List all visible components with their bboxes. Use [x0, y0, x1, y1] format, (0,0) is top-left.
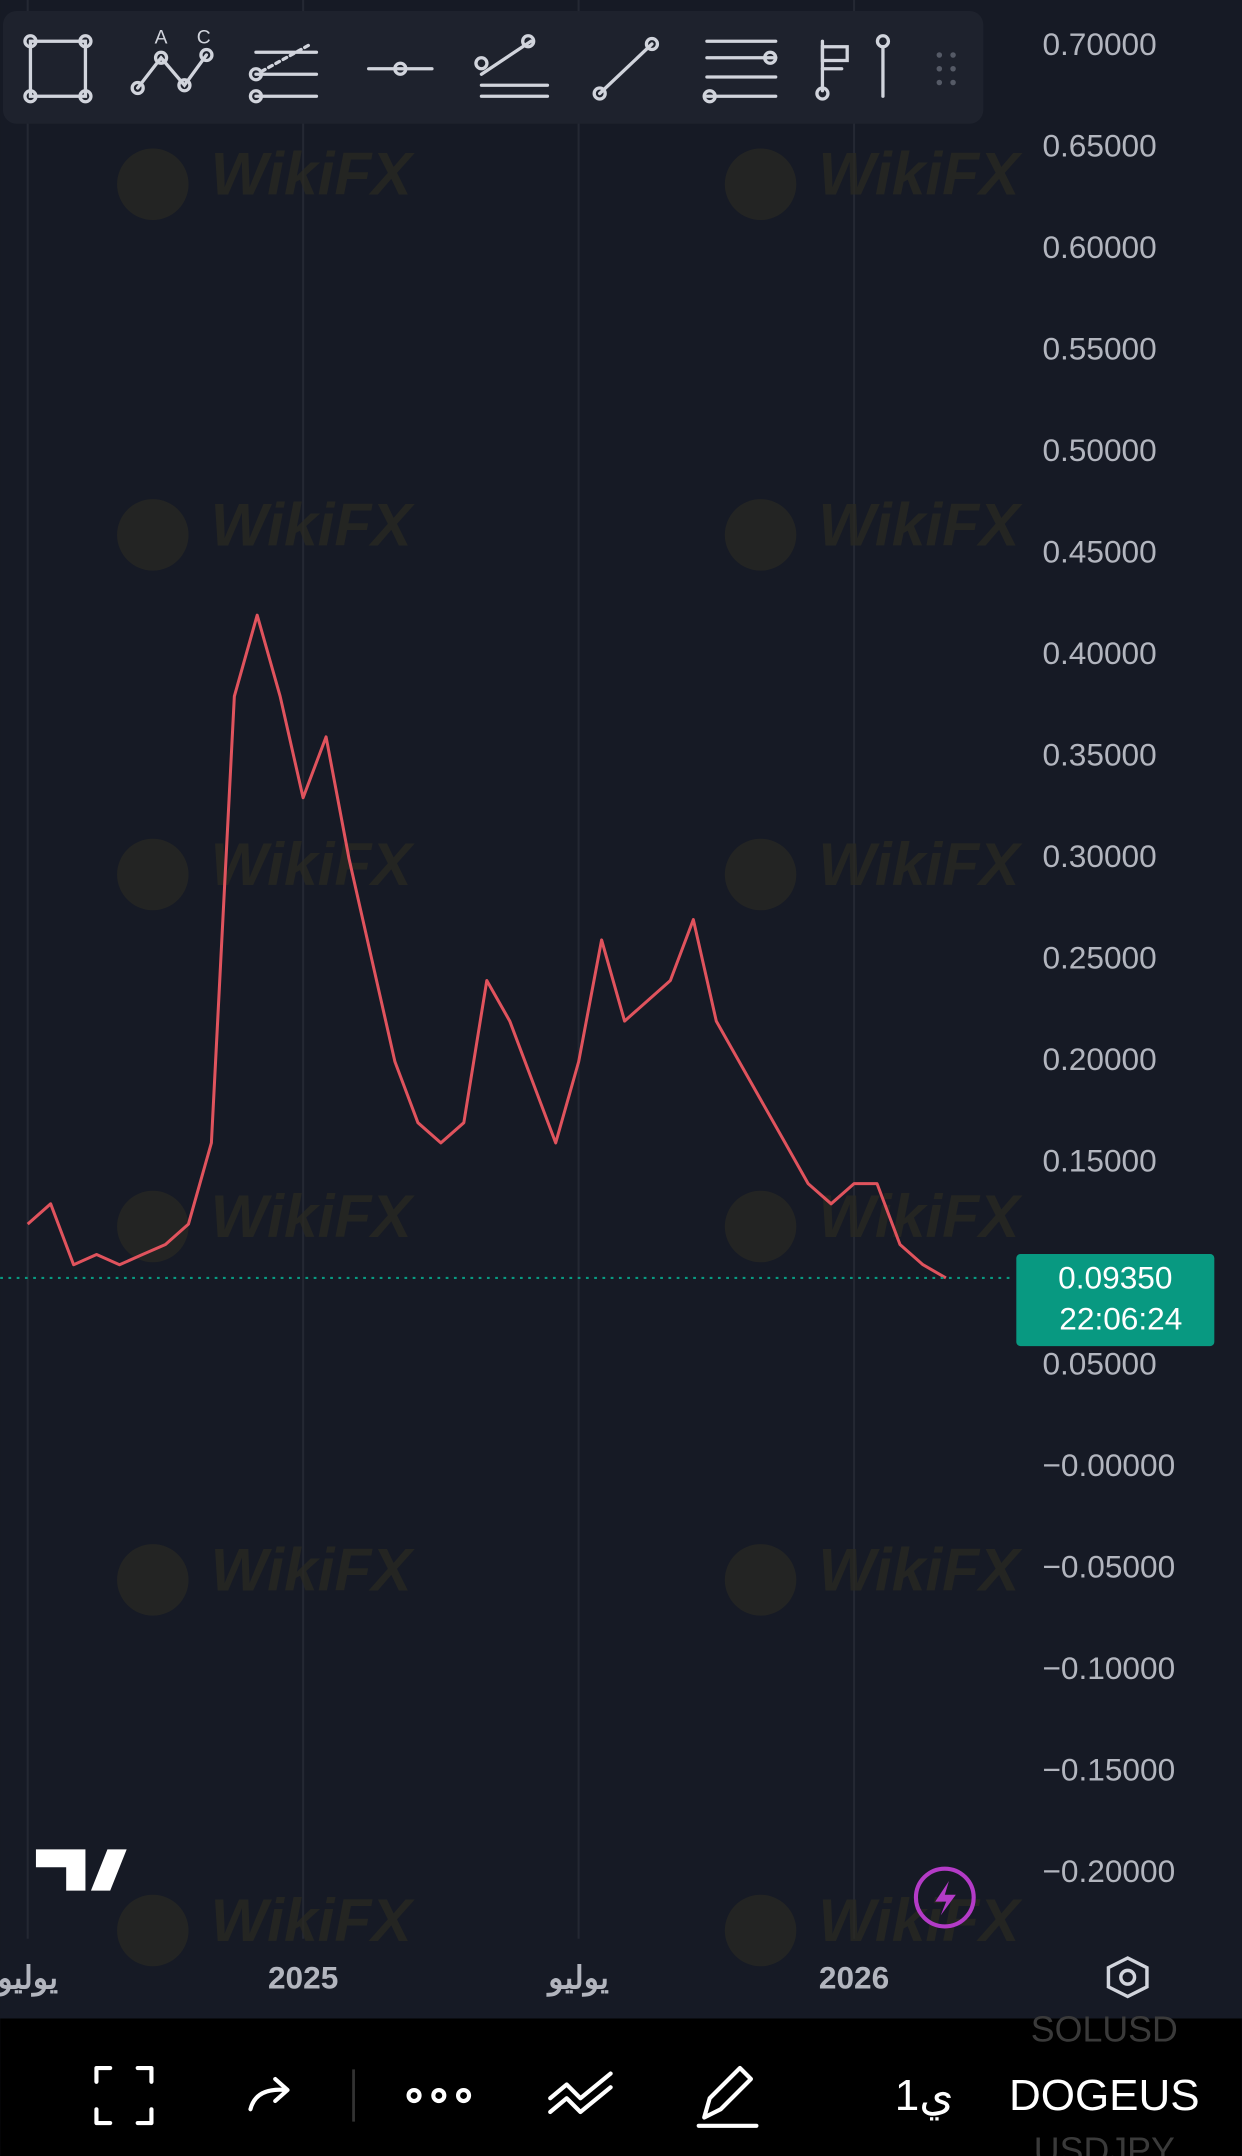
y-tick-label: 0.20000 — [1042, 1041, 1156, 1077]
watermark-logo — [724, 1894, 797, 1967]
watermark-logo — [724, 838, 797, 911]
lightning-button[interactable] — [913, 1866, 976, 1929]
tool-letter: A — [155, 28, 168, 49]
horizontal-ray-tool[interactable] — [367, 61, 434, 76]
price-badge — [1016, 1254, 1215, 1347]
drawing-toolbar: A C — [2, 11, 984, 124]
watermark-logo — [117, 838, 189, 911]
watermark-logo — [724, 1544, 797, 1616]
watermark: WikiFX — [818, 490, 1023, 558]
watermark-logo — [724, 499, 797, 571]
bottom-bar — [0, 2018, 1242, 2156]
axes: 0.70000 0.65000 0.60000 0.55000 0.50000 0.450… — [0, 26, 1175, 1997]
y-tick-label: −0.15000 — [1042, 1752, 1175, 1788]
grid — [26, 0, 856, 1939]
watermark: WikiFX — [818, 1182, 1023, 1250]
fullscreen-button[interactable] — [94, 2065, 154, 2126]
x-tick-label: 2025 — [268, 1959, 338, 1995]
y-tick-label: 0.40000 — [1042, 635, 1156, 671]
price-range-tool[interactable] — [815, 34, 891, 101]
y-tick-label: 0.45000 — [1042, 534, 1156, 570]
tool-letter: C — [197, 28, 211, 49]
y-tick-label: 0.50000 — [1042, 432, 1156, 468]
symbol-below: USDJPY — [1034, 2131, 1175, 2156]
parallel-channel-tool[interactable] — [702, 39, 778, 104]
draw-button[interactable] — [696, 2065, 759, 2128]
interval[interactable]: 1ي — [895, 2071, 954, 2121]
price-line — [26, 613, 947, 1280]
indicators-button[interactable] — [548, 2071, 613, 2115]
watermark-logo — [724, 1190, 797, 1263]
watermark: WikiFX — [818, 140, 1023, 208]
y-tick-label: 0.15000 — [1042, 1143, 1156, 1179]
plot — [0, 613, 1015, 1280]
pitchfork-tool[interactable] — [474, 34, 550, 98]
y-tick-label: 0.30000 — [1042, 838, 1156, 874]
watermark: WikiFX — [818, 830, 1023, 898]
watermark: WikiFX — [818, 1535, 1023, 1603]
watermark: WikiFX — [211, 490, 416, 558]
watermark-logo — [117, 1894, 189, 1967]
y-tick-label: −0.00000 — [1042, 1447, 1175, 1483]
more-button[interactable] — [406, 2087, 472, 2104]
watermark-logo — [117, 148, 189, 220]
redo-button[interactable] — [248, 2076, 290, 2112]
watermark: WikiFX — [211, 140, 416, 208]
rectangle-tool[interactable] — [23, 34, 93, 104]
abcd-tool[interactable] — [130, 47, 214, 96]
y-tick-label: 0.70000 — [1042, 26, 1156, 62]
fib-tool[interactable] — [248, 42, 319, 104]
y-tick-label: 0.05000 — [1042, 1346, 1156, 1382]
watermark-logo — [117, 499, 189, 571]
tv-logo — [35, 1849, 127, 1891]
watermark-logo — [117, 1190, 189, 1263]
watermarks: WikiFX WikiFX WikiFX WikiFX WikiFX WikiFX Wiki… — [117, 140, 1023, 1967]
last-price: 0.09350 — [1058, 1259, 1172, 1295]
drag-handle[interactable] — [936, 52, 956, 86]
x-tick-label: يوليو — [0, 1959, 58, 1997]
watermark: WikiFX — [211, 1535, 416, 1603]
y-tick-label: −0.10000 — [1042, 1650, 1175, 1686]
countdown: 22:06:24 — [1059, 1301, 1182, 1337]
y-tick-label: −0.20000 — [1042, 1853, 1175, 1889]
x-tick-label: يوليو — [546, 1959, 609, 1997]
trendline-tool[interactable] — [592, 36, 660, 101]
x-tick-label: 2026 — [819, 1959, 889, 1995]
settings-button[interactable] — [1106, 1956, 1149, 1999]
watermark-logo — [117, 1544, 189, 1616]
watermark: WikiFX — [211, 830, 416, 898]
y-tick-label: 0.25000 — [1042, 940, 1156, 976]
watermark: WikiFX — [211, 1886, 416, 1954]
y-tick-label: −0.05000 — [1042, 1549, 1175, 1585]
y-tick-label: 0.55000 — [1042, 331, 1156, 367]
watermark: WikiFX — [211, 1182, 416, 1250]
symbol[interactable]: DOGEUS — [1009, 2071, 1200, 2120]
symbol-above: SOLUSD — [1031, 2010, 1178, 2050]
watermark: WikiFX — [818, 1886, 1023, 1954]
y-tick-label: 0.60000 — [1042, 229, 1156, 265]
y-tick-label: 0.35000 — [1042, 737, 1156, 773]
y-tick-label: 0.65000 — [1042, 128, 1156, 164]
watermark-logo — [724, 148, 797, 220]
